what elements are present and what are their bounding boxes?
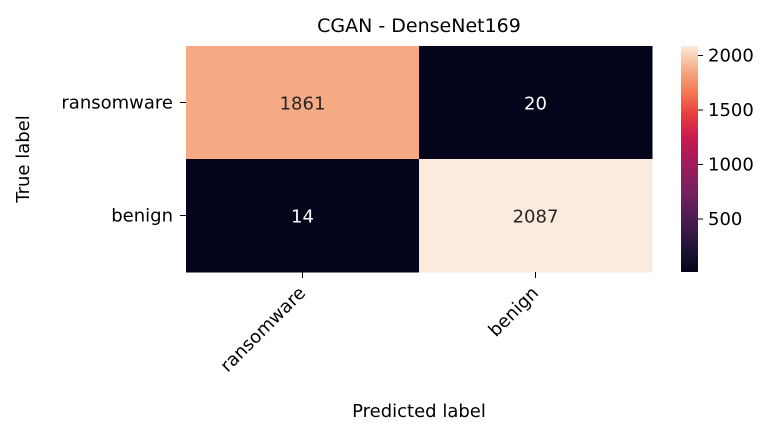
heatmap-cells: 1861 20 14 2087: [186, 46, 653, 273]
colorbar-gradient: [681, 46, 698, 272]
cell-value-label: 2087: [513, 207, 559, 228]
x-axis: ransomware benign: [216, 272, 543, 376]
cell-value-label: 1861: [280, 94, 326, 115]
colorbar-tick-label: 2000: [708, 45, 754, 66]
x-tick-label: benign: [485, 283, 544, 342]
colorbar-ticks: 500 1000 1500 2000: [698, 45, 754, 230]
chart-title: CGAN - DenseNet169: [317, 15, 521, 37]
colorbar-tick-label: 500: [708, 209, 742, 230]
cell-value-label: 14: [291, 207, 314, 228]
heatmap-cell: [419, 46, 653, 160]
heatmap-cell: [419, 159, 653, 273]
colorbar-tick-label: 1000: [708, 155, 754, 176]
y-axis-label: True label: [13, 115, 34, 204]
colorbar-tick-label: 1500: [708, 100, 754, 121]
y-tick-label: benign: [111, 206, 173, 227]
x-axis-label: Predicted label: [352, 401, 486, 422]
colorbar: 500 1000 1500 2000: [681, 45, 754, 272]
cell-value-label: 20: [524, 94, 547, 115]
x-tick-label: ransomware: [216, 283, 310, 377]
y-tick-label: ransomware: [61, 93, 173, 114]
y-axis: ransomware benign: [61, 93, 186, 227]
heatmap-cell: [186, 46, 420, 160]
heatmap-cell: [186, 159, 420, 273]
